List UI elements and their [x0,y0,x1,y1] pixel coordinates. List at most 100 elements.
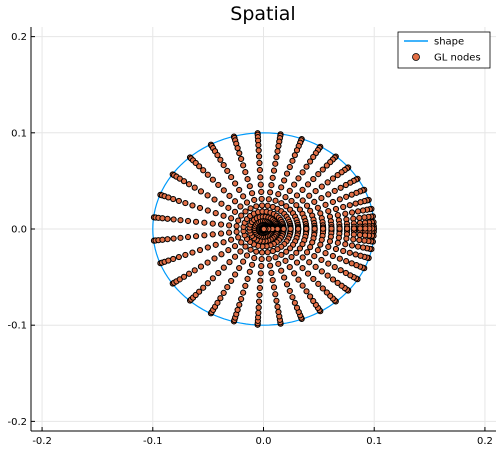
gl-node-point [192,218,200,225]
gl-node-point [337,267,344,274]
gl-node-point [253,203,260,210]
gl-node-point [197,263,205,270]
gl-node-point [274,148,281,155]
gl-node-point [269,247,276,255]
gl-node-point [291,270,298,277]
gl-node-point [237,203,244,210]
gl-node-point [350,225,358,232]
gl-node-point [318,183,325,190]
gl-node-point [164,215,171,222]
gl-node-point [293,304,301,311]
gl-node-point [273,154,280,161]
gl-node-point [233,223,240,230]
gl-node-point [342,269,349,277]
gl-node-point [204,259,211,266]
gl-node-point [209,275,216,282]
gl-node-point [357,199,364,206]
gl-node-point [253,248,260,255]
gl-node-point [293,259,301,266]
gl-node-point [242,208,249,215]
gl-node-point [332,245,340,253]
gl-node-point [204,280,211,287]
gl-node-point [283,203,290,210]
gl-node-point [247,205,254,212]
gl-node-point [236,264,243,272]
gl-node-point [329,252,336,260]
gl-node-point [352,200,359,207]
gl-node-point [275,308,282,316]
gl-node-point [177,217,184,224]
gl-node-point [328,225,335,232]
gl-node-point [303,225,310,232]
gl-node-point [236,150,243,157]
gl-node-point [344,225,351,232]
gl-node-point [240,193,247,200]
gl-node-point [289,294,296,301]
gl-node-point [159,236,166,243]
gl-node-point [286,163,293,171]
gl-node-point [270,167,278,174]
gl-node-point [220,187,227,194]
axes [30,27,496,432]
gl-node-point [278,267,285,274]
gl-node-point [268,182,275,189]
gl-node-point [237,248,244,255]
gl-node-point [303,163,310,170]
gl-node-point [265,255,272,262]
gl-node-point [283,248,290,255]
gl-node-point [246,183,253,190]
gl-node-point [299,265,306,272]
gl-node-point [324,179,331,186]
gl-node-point [235,217,242,224]
gl-node-point [265,196,272,203]
gl-node-point [311,198,318,205]
gl-node-point [204,244,211,251]
gl-node-point [185,181,193,188]
gl-node-point [306,293,314,300]
gl-node-point [350,236,357,243]
gl-node-point [291,152,298,159]
gl-node-point [303,288,310,295]
gl-node-point [348,209,356,216]
gl-node-point [310,153,317,161]
gl-node-point [304,270,312,277]
gl-node-point [211,196,218,203]
gl-node-point [269,174,276,181]
gl-node-point [264,202,271,209]
gl-node-point [273,297,280,304]
gl-node-point [356,214,363,222]
gl-node-point [315,170,322,178]
gl-node-point [238,155,245,163]
x-tick-label: -0.2 [32,436,52,447]
gl-node-point [236,186,243,194]
gl-node-point [240,162,247,169]
gl-node-point [225,204,232,211]
gl-node-point [225,222,233,229]
y-tick-label: 0.0 [11,225,27,236]
gl-node-point [336,255,343,262]
gl-node-point [306,158,314,165]
gl-node-point [354,243,362,250]
gl-node-point [336,225,343,232]
gl-node-point [319,285,326,292]
gl-node-point [325,260,332,267]
gl-node-point [264,249,271,256]
gl-node-point [170,255,177,263]
gl-node-point [334,212,341,219]
gl-node-point [251,254,258,262]
gl-node-point [224,283,231,291]
gl-node-point [288,197,295,205]
gl-node-point [228,215,235,222]
gl-node-point [192,233,200,240]
chart-title: Spatial [230,3,295,25]
gl-node-point [299,169,306,176]
gl-node-point [343,235,350,242]
gl-node-point [197,188,205,195]
gl-node-point [268,269,275,276]
gl-node-point [357,225,364,232]
gl-node-point [258,255,265,263]
gl-node-point [346,249,353,256]
gl-node-point [211,255,218,262]
gl-node-point [182,251,189,259]
